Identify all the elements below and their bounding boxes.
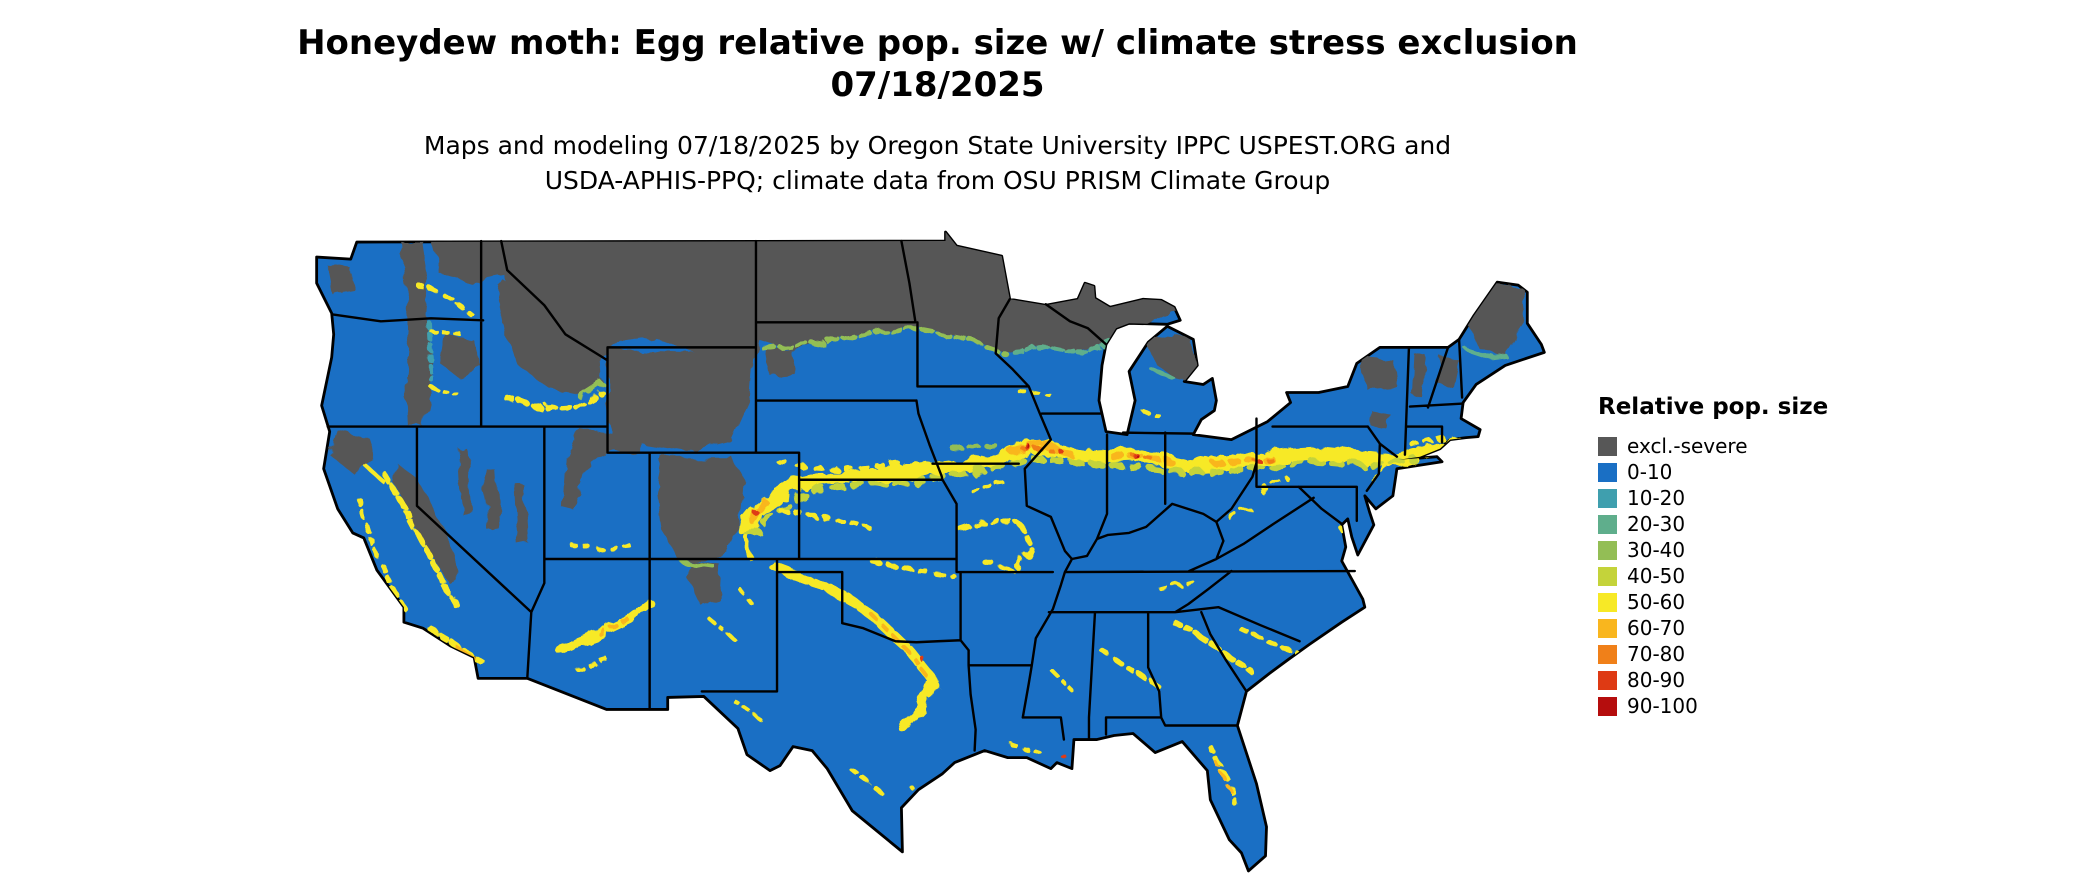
legend-label: 30-40 — [1627, 538, 1686, 562]
transition-fringes — [424, 318, 1509, 570]
legend-item: 20-30 — [1598, 511, 1858, 537]
legend-item: 80-90 — [1598, 667, 1858, 693]
legend-item: 0-10 — [1598, 459, 1858, 485]
legend-swatch — [1598, 436, 1617, 456]
legend-swatch — [1598, 644, 1617, 664]
legend-swatch — [1598, 462, 1617, 482]
legend-label: 80-90 — [1627, 668, 1686, 692]
legend-item: 50-60 — [1598, 589, 1858, 615]
legend-item: 10-20 — [1598, 485, 1858, 511]
legend-label: 90-100 — [1627, 694, 1698, 718]
legend: Relative pop. size excl.-severe 0-10 10-20… — [1598, 394, 1858, 719]
legend-swatch — [1598, 566, 1617, 586]
legend-title: Relative pop. size — [1598, 394, 1829, 420]
legend-item: 70-80 — [1598, 641, 1858, 667]
legend-label: 70-80 — [1627, 642, 1686, 666]
map-title-date: 07/18/2025 — [830, 65, 1045, 105]
us-map — [315, 230, 1546, 873]
legend-item: 60-70 — [1598, 615, 1858, 641]
legend-swatch — [1598, 618, 1617, 638]
legend-item: 90-100 — [1598, 693, 1858, 719]
legend-label: 10-20 — [1627, 486, 1686, 510]
legend-swatch — [1598, 592, 1617, 612]
legend-swatch — [1598, 488, 1617, 508]
legend-item: 30-40 — [1598, 537, 1858, 563]
legend-swatch — [1598, 514, 1617, 534]
map-subtitle-line2: USDA-APHIS-PPQ; climate data from OSU PR… — [544, 166, 1331, 195]
peak-intensity-dots — [752, 444, 1260, 759]
population-hotspots — [356, 283, 1463, 816]
legend-label: excl.-severe — [1627, 434, 1748, 458]
legend-label: 20-30 — [1627, 512, 1686, 536]
map-subtitle: Maps and modeling 07/18/2025 by Oregon S… — [0, 128, 1875, 198]
us-map-container — [310, 228, 1555, 890]
legend-label: 40-50 — [1627, 564, 1686, 588]
state-boundaries — [326, 239, 1465, 752]
legend-items: excl.-severe 0-10 10-20 20-30 30-40 40-50 50-6… — [1598, 433, 1858, 719]
legend-item: excl.-severe — [1598, 433, 1858, 459]
map-title: Honeydew moth: Egg relative pop. size w/… — [0, 22, 1875, 106]
legend-swatch — [1598, 540, 1617, 560]
legend-label: 0-10 — [1627, 460, 1673, 484]
map-title-line1: Honeydew moth: Egg relative pop. size w/… — [297, 23, 1578, 63]
legend-item: 40-50 — [1598, 563, 1858, 589]
map-subtitle-line1: Maps and modeling 07/18/2025 by Oregon S… — [423, 131, 1452, 160]
legend-label: 50-60 — [1627, 590, 1686, 614]
legend-label: 60-70 — [1627, 616, 1686, 640]
legend-swatch — [1598, 670, 1617, 690]
legend-swatch — [1598, 696, 1617, 716]
